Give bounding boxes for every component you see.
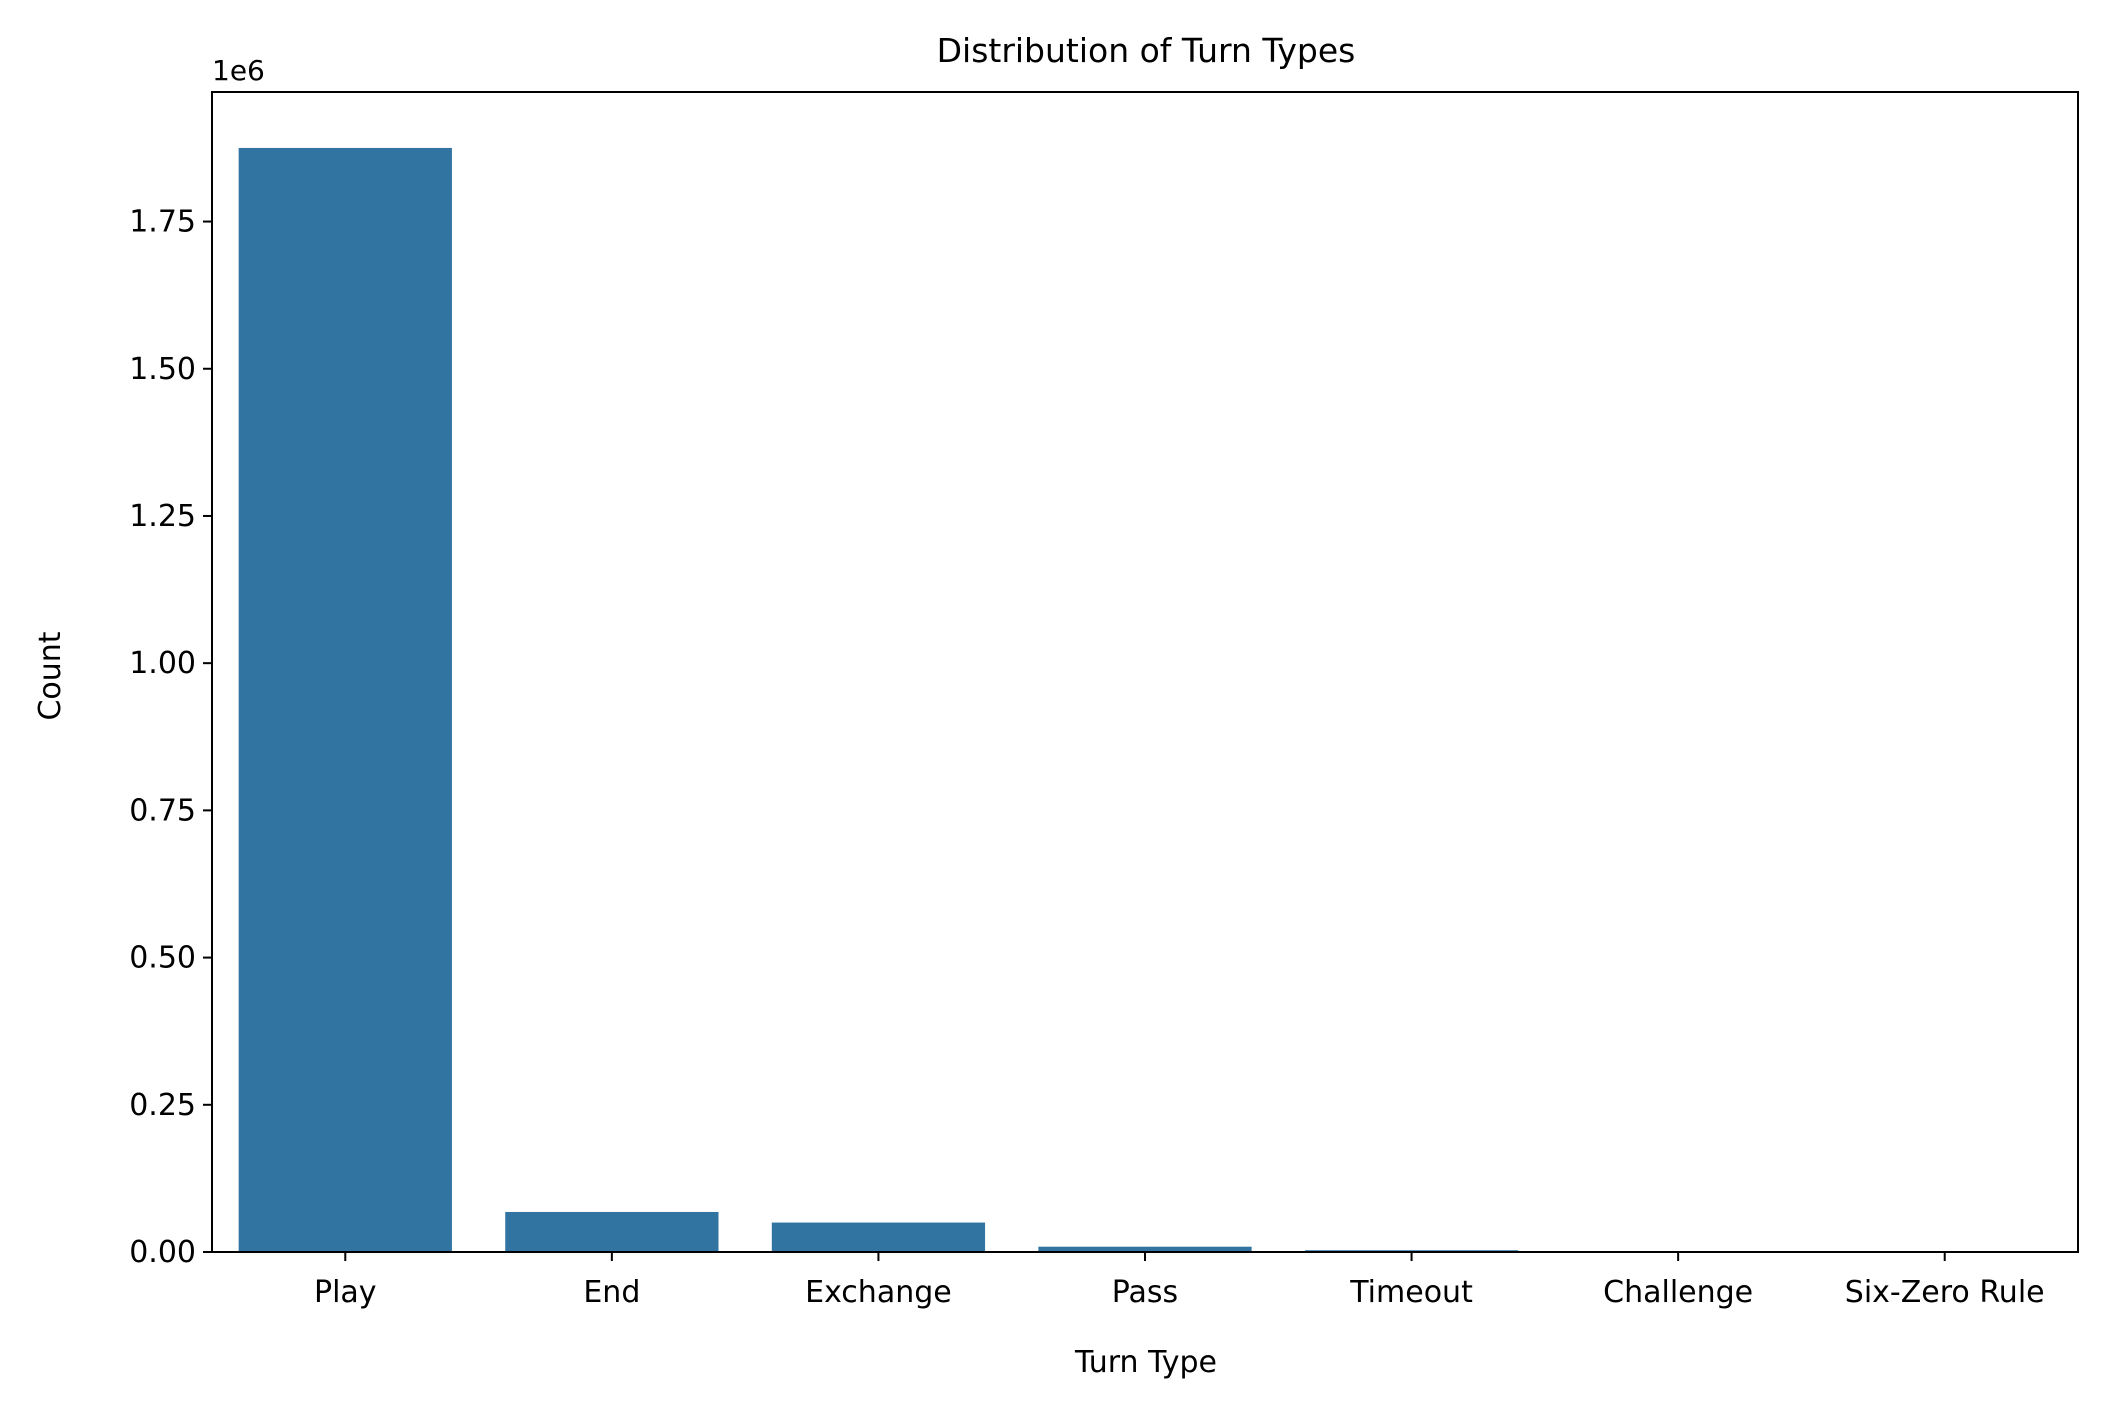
plot-area: 0.00 0.25 0.50 0.75 1.00 1.25 1.50 1.75 Play End E… [129, 91, 2079, 1310]
x-tick-label: Timeout [1349, 1275, 1473, 1310]
bar-end [505, 1211, 719, 1252]
x-tick-label: Exchange [805, 1275, 952, 1310]
y-tick-label: 1.75 [129, 205, 196, 240]
y-axis-label: Count [33, 631, 68, 720]
x-tick-label: Six-Zero Rule [1845, 1275, 2045, 1310]
y-tick-label: 0.00 [129, 1235, 196, 1270]
x-tick-label: Play [314, 1275, 377, 1310]
x-tick-label: End [583, 1275, 640, 1310]
x-axis-label: Turn Type [1074, 1345, 1217, 1380]
y-tick-label: 1.50 [129, 352, 196, 387]
y-tick-label: 1.25 [129, 499, 196, 534]
y-tick-label: 1.00 [129, 646, 196, 681]
x-tick-label: Challenge [1603, 1275, 1753, 1310]
x-tick-label: Pass [1112, 1275, 1178, 1310]
bar-pass [1038, 1246, 1252, 1252]
bar-play [238, 147, 452, 1253]
bar-exchange [771, 1222, 986, 1252]
y-tick-label: 0.25 [129, 1088, 196, 1123]
y-axis-offset-label: 1e6 [212, 54, 265, 87]
y-tick-label: 0.75 [129, 793, 196, 828]
chart-title: Distribution of Turn Types [937, 31, 1356, 70]
y-tick-label: 0.50 [129, 941, 196, 976]
